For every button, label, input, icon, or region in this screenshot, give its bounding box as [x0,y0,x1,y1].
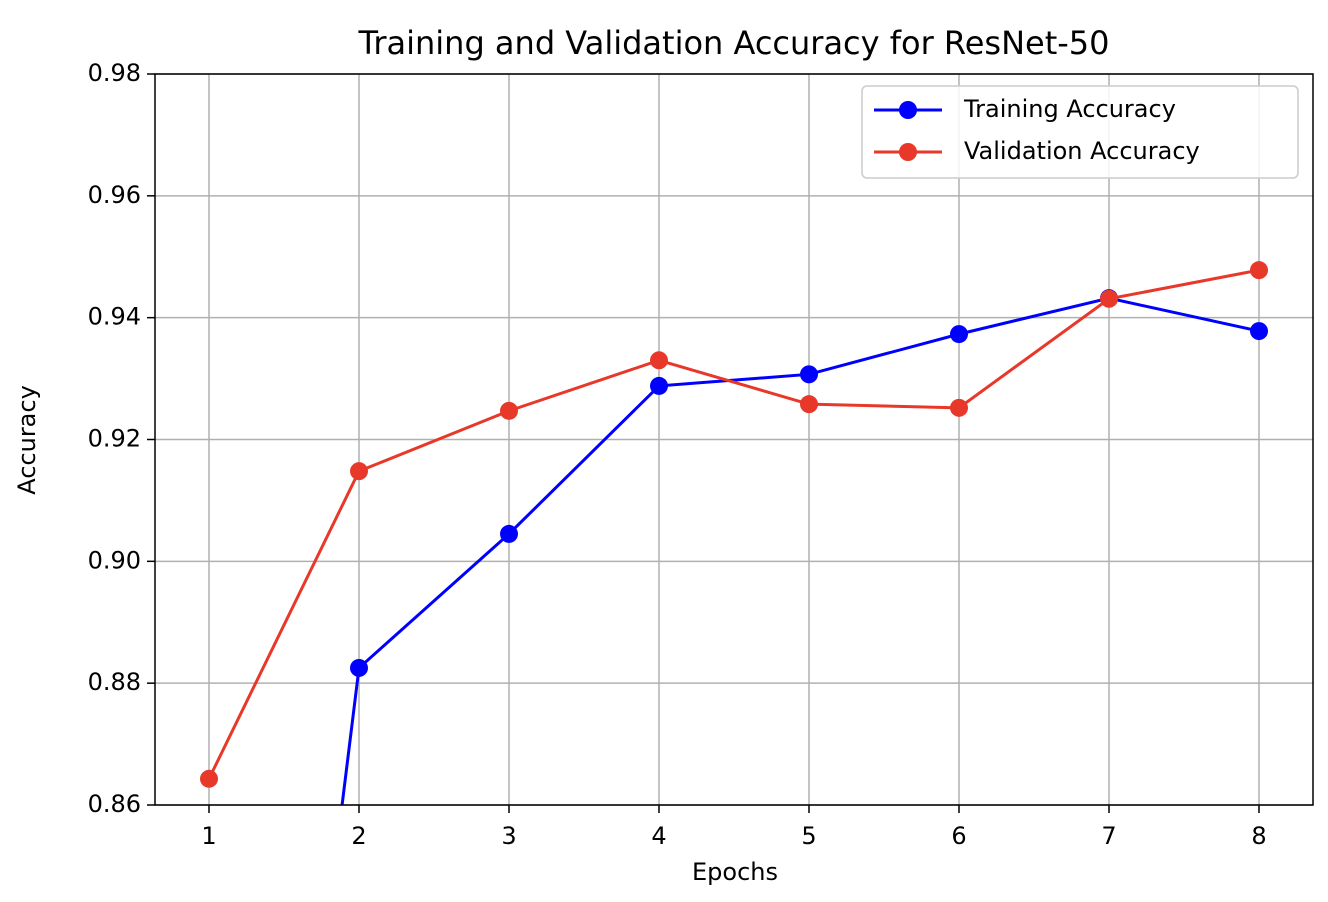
y-tick-label: 0.98 [88,59,141,87]
chart-title: Training and Validation Accuracy for Res… [357,24,1109,62]
point [950,325,968,344]
x-axis-label: Epochs [692,858,778,886]
point [500,524,518,543]
legend-label: Validation Accuracy [964,137,1200,165]
legend-marker [899,101,917,119]
y-tick-label: 0.86 [88,790,141,818]
x-tick-label: 5 [801,822,816,850]
y-tick-label: 0.88 [88,668,141,696]
y-tick-label: 0.92 [88,425,141,453]
point [350,462,368,481]
y-tick-label: 0.96 [88,181,141,209]
point [800,365,818,384]
point [800,395,818,414]
y-tick-label: 0.94 [88,303,141,331]
y-tick-label: 0.90 [88,546,141,574]
legend-marker [899,143,917,161]
series-line [207,268,1260,780]
point [200,769,218,788]
plot-frame [154,73,1314,806]
series-line [340,296,1260,805]
x-tick-label: 8 [1251,822,1266,850]
plot-area [200,261,1268,805]
legend-label: Training Accuracy [963,95,1176,123]
point [1250,322,1268,341]
x-tick-label: 2 [351,822,366,850]
x-tick-label: 3 [501,822,516,850]
x-tick-label: 7 [1101,822,1116,850]
point [1250,261,1268,280]
y-axis-label: Accuracy [13,385,41,495]
point [950,398,968,417]
point [650,376,668,395]
point [1100,289,1118,308]
point [350,658,368,677]
point [650,351,668,370]
x-tick-label: 6 [951,822,966,850]
legend-box [861,85,1299,179]
x-tick-label: 1 [201,822,216,850]
point [500,401,518,420]
x-tick-label: 4 [651,822,666,850]
